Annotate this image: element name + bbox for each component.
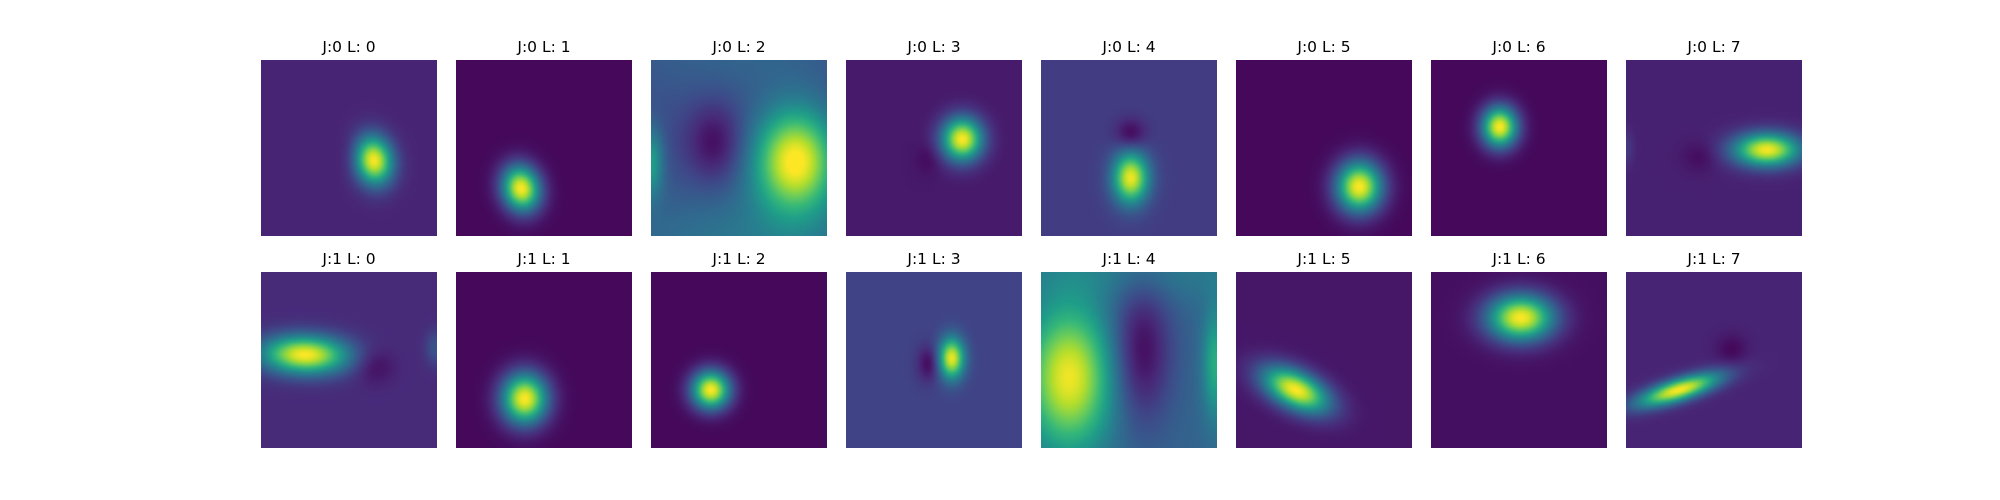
- panel-j0-l1: J:0 L: 1: [456, 38, 632, 236]
- panel-j0-l5: J:0 L: 5: [1236, 38, 1412, 236]
- panel-j1-l6: J:1 L: 6: [1431, 250, 1607, 448]
- panel-title-j0-l2: J:0 L: 2: [711, 38, 765, 56]
- panel-title-j1-l1: J:1 L: 1: [516, 250, 570, 268]
- panel-title-j0-l7: J:0 L: 7: [1686, 38, 1740, 56]
- panel-title-j0-l0: J:0 L: 0: [321, 38, 375, 56]
- heatmap-image-j1-l7: [1626, 272, 1802, 448]
- panel-title-j0-l6: J:0 L: 6: [1491, 38, 1545, 56]
- panel-j0-l6: J:0 L: 6: [1431, 38, 1607, 236]
- panel-title-j1-l7: J:1 L: 7: [1686, 250, 1740, 268]
- heatmap-image-j0-l0: [261, 60, 437, 236]
- panel-j1-l0: J:1 L: 0: [261, 250, 437, 448]
- panel-title-j1-l2: J:1 L: 2: [711, 250, 765, 268]
- heatmap-image-j0-l2: [651, 60, 827, 236]
- heatmap-image-j1-l1: [456, 272, 632, 448]
- panel-j1-l5: J:1 L: 5: [1236, 250, 1412, 448]
- heatmap-image-j0-l1: [456, 60, 632, 236]
- heatmap-image-j1-l4: [1041, 272, 1217, 448]
- heatmap-image-j1-l5: [1236, 272, 1412, 448]
- heatmap-image-j0-l3: [846, 60, 1022, 236]
- panel-title-j1-l3: J:1 L: 3: [906, 250, 960, 268]
- panel-title-j0-l4: J:0 L: 4: [1101, 38, 1155, 56]
- panel-j0-l0: J:0 L: 0: [261, 38, 437, 236]
- panel-title-j0-l5: J:0 L: 5: [1296, 38, 1350, 56]
- panel-j1-l3: J:1 L: 3: [846, 250, 1022, 448]
- panel-title-j0-l3: J:0 L: 3: [906, 38, 960, 56]
- heatmap-image-j1-l6: [1431, 272, 1607, 448]
- heatmap-image-j0-l7: [1626, 60, 1802, 236]
- panel-j0-l7: J:0 L: 7: [1626, 38, 1802, 236]
- heatmap-image-j0-l4: [1041, 60, 1217, 236]
- panel-title-j1-l6: J:1 L: 6: [1491, 250, 1545, 268]
- panel-j1-l2: J:1 L: 2: [651, 250, 827, 448]
- panel-title-j1-l5: J:1 L: 5: [1296, 250, 1350, 268]
- panel-j1-l1: J:1 L: 1: [456, 250, 632, 448]
- heatmap-image-j1-l2: [651, 272, 827, 448]
- heatmap-image-j1-l0: [261, 272, 437, 448]
- panel-j0-l4: J:0 L: 4: [1041, 38, 1217, 236]
- panel-title-j0-l1: J:0 L: 1: [516, 38, 570, 56]
- panel-j0-l3: J:0 L: 3: [846, 38, 1022, 236]
- panel-j0-l2: J:0 L: 2: [651, 38, 827, 236]
- heatmap-image-j0-l6: [1431, 60, 1607, 236]
- panel-j1-l4: J:1 L: 4: [1041, 250, 1217, 448]
- heatmap-image-j1-l3: [846, 272, 1022, 448]
- panel-title-j1-l0: J:1 L: 0: [321, 250, 375, 268]
- panel-title-j1-l4: J:1 L: 4: [1101, 250, 1155, 268]
- heatmap-image-j0-l5: [1236, 60, 1412, 236]
- panel-j1-l7: J:1 L: 7: [1626, 250, 1802, 448]
